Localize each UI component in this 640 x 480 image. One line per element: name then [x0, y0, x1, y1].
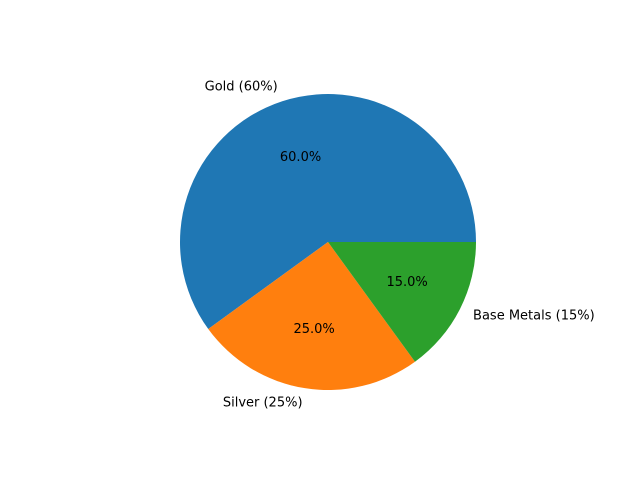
pie-slices	[180, 94, 477, 390]
pie-category-label-3: Base Metals (15%)	[473, 308, 595, 323]
pie-slice-1	[180, 94, 477, 329]
pie-percent-labels: 60.0% 25.0% 15.0%	[280, 150, 428, 337]
pie-percent-label-1: 60.0%	[280, 150, 321, 165]
pie-slice-2	[208, 242, 415, 390]
pie-percent-label-2: 25.0%	[293, 322, 334, 337]
pie-slice-3	[328, 242, 476, 362]
pie-category-labels: Gold (60%) Silver (25%) Base Metals (15%)	[205, 80, 595, 411]
pie-percent-label-3: 15.0%	[386, 275, 427, 290]
pie-category-label-1: Gold (60%)	[205, 80, 278, 95]
pie-category-label-2: Silver (25%)	[223, 395, 303, 410]
